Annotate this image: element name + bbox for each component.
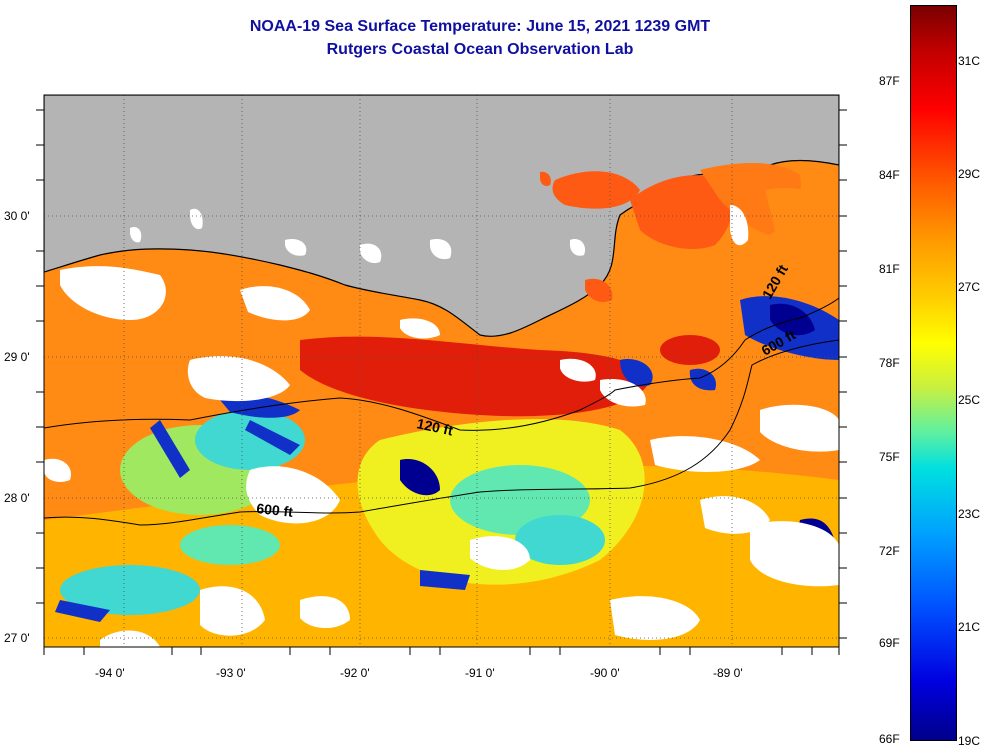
colorbar-f-label: 78F	[879, 356, 900, 370]
inland-water-warm	[765, 188, 839, 272]
cloud-mask	[240, 286, 310, 321]
sst-cyan-patch	[515, 515, 605, 565]
inland-cloud	[285, 239, 307, 256]
colorbar-f-label: 75F	[879, 450, 900, 464]
inland-cloud	[360, 243, 382, 264]
lon-label: -92 0'	[340, 666, 370, 680]
colorbar-c-label: 29C	[958, 167, 981, 181]
cloud-mask	[650, 436, 760, 472]
graticule	[44, 95, 839, 647]
sst-cold-patch	[55, 600, 110, 622]
sst-cold-filament	[245, 420, 300, 455]
inland-water-warm	[630, 175, 733, 250]
cloud-mask	[610, 596, 700, 640]
colorbar-c-label: 31C	[958, 54, 981, 68]
sst-hot-patch	[660, 335, 720, 365]
cloud-mask	[200, 586, 265, 636]
inland-cloud	[430, 239, 452, 260]
cloud-mask	[750, 521, 839, 587]
sst-cyan-patch	[60, 565, 200, 615]
sst-cyan-patch	[180, 525, 280, 565]
colorbar-f-label: 84F	[879, 168, 900, 182]
lon-label: -91 0'	[465, 666, 495, 680]
map-subtitle: Rutgers Coastal Ocean Observation Lab	[326, 41, 634, 58]
inland-cloud	[570, 239, 586, 256]
colorbar-f-label: 72F	[879, 544, 900, 558]
sst-cold-patch	[620, 359, 653, 387]
sst-cyan-patch	[195, 410, 305, 470]
lon-label: -89 0'	[713, 666, 743, 680]
lon-label: -94 0'	[95, 666, 125, 680]
lat-label: 30 0'	[4, 209, 30, 223]
map-title: NOAA-19 Sea Surface Temperature: June 15…	[249, 18, 711, 35]
inland-cloud	[190, 208, 203, 230]
lat-label: 27 0'	[4, 631, 30, 645]
map-frame	[43, 94, 840, 648]
lon-label: -93 0'	[216, 666, 246, 680]
inland-water-warm	[540, 171, 551, 187]
cloud-mask	[60, 266, 166, 320]
tick-marks	[36, 109, 847, 655]
cloud-mask	[300, 596, 350, 629]
inland-cloud	[730, 205, 749, 246]
contour-label-600ft: 600 ft	[256, 500, 294, 520]
sst-hot-band	[300, 336, 650, 417]
colorbar-c-label: 25C	[958, 393, 981, 407]
lat-label: 29 0'	[4, 350, 30, 364]
cloud-mask	[400, 318, 440, 339]
cloud-mask	[44, 458, 71, 482]
inland-water-warm	[552, 171, 640, 209]
inland-cloud	[130, 226, 142, 243]
cloud-mask	[100, 630, 160, 647]
colorbar-c-label: 27C	[958, 280, 981, 294]
colorbar-c-label: 23C	[958, 507, 981, 521]
cloud-mask	[560, 358, 596, 382]
inland-water-warm	[585, 278, 613, 302]
isobath-120ft-line	[44, 297, 839, 431]
lon-label: -90 0'	[590, 666, 620, 680]
colorbar-f-label: 81F	[879, 262, 900, 276]
sst-cold-patch	[420, 570, 470, 590]
isobath-600ft-line	[44, 339, 839, 526]
cloud-mask	[246, 466, 340, 524]
cloud-mask	[700, 496, 770, 534]
temperature-colorbar	[910, 5, 957, 741]
contour-label-120ft: 120 ft	[415, 415, 454, 438]
cloud-mask	[187, 356, 290, 402]
colorbar-f-label: 69F	[879, 636, 900, 650]
cloud-mask	[470, 536, 530, 570]
lat-label: 28 0'	[4, 491, 30, 505]
cloud-mask	[760, 404, 839, 452]
colorbar-f-label: 66F	[879, 732, 900, 746]
sst-cold-filament	[150, 420, 190, 478]
colorbar-c-label: 21C	[958, 620, 981, 634]
sst-cold-patch	[400, 459, 440, 496]
colorbar-f-label: 87F	[879, 74, 900, 88]
colorbar-c-label: 19C	[958, 734, 981, 748]
